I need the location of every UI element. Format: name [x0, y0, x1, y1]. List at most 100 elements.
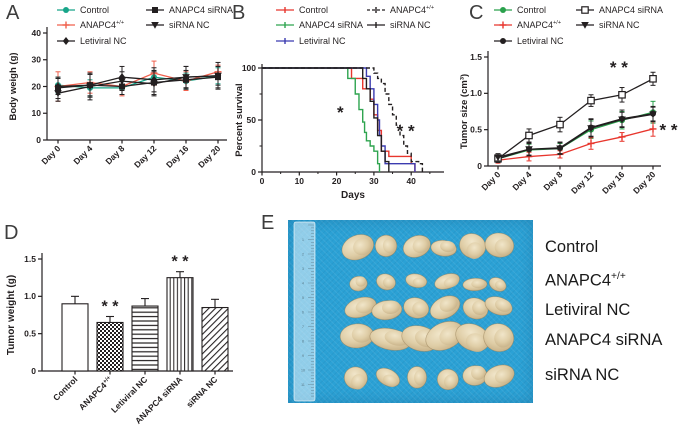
tumor	[344, 296, 377, 319]
svg-text:Day 20: Day 20	[196, 143, 223, 170]
svg-text:30: 30	[32, 55, 42, 65]
tumor	[429, 295, 461, 320]
group-label-control: Control	[545, 238, 599, 256]
ruler: 1 2 3 4 5 6 7 8 9 10 11	[293, 221, 316, 402]
panel-d: D 0 0.5 1.0 1.5 Tumor weight (g) Control ANAPC…	[0, 210, 255, 428]
svg-text:0: 0	[477, 161, 482, 171]
series-control	[495, 100, 656, 163]
svg-text:* *: * *	[397, 122, 415, 141]
tumor-row-anapc4-sirna	[339, 321, 515, 352]
survival-curve-anapc4-sirna	[262, 67, 381, 172]
tumor	[375, 367, 400, 388]
group-label-sirna-nc: siRNA NC	[545, 366, 620, 384]
svg-text:Day 4: Day 4	[71, 143, 94, 166]
bar-control	[61, 295, 89, 372]
bar-anapc4-	[96, 315, 124, 372]
group-label-letiviral-nc: Letiviral NC	[545, 301, 631, 319]
svg-text:40: 40	[406, 176, 416, 186]
svg-text:Tumor size (cm³): Tumor size (cm³)	[459, 74, 470, 149]
survival-curve-sirna-nc	[262, 67, 390, 172]
tumor	[371, 300, 403, 321]
svg-text:Day 12: Day 12	[132, 143, 159, 170]
tumor-row-anapc4-	[349, 273, 507, 292]
svg-text:30: 30	[369, 176, 379, 186]
svg-text:Day 16: Day 16	[164, 143, 191, 170]
tumor-group-labels: Control ANAPC4+/+ Letiviral NC ANAPC4 siRNA…	[545, 210, 689, 428]
svg-text:0: 0	[260, 176, 265, 186]
panel-d-letter: D	[4, 222, 19, 244]
svg-text:Day 8: Day 8	[103, 143, 126, 166]
svg-text:Control: Control	[51, 374, 79, 402]
svg-text:siRNA NC: siRNA NC	[184, 374, 219, 409]
tumor	[374, 234, 398, 257]
svg-text:1.0: 1.0	[24, 291, 36, 301]
svg-text:10: 10	[295, 176, 305, 186]
svg-text:* *: * *	[172, 254, 190, 271]
svg-text:11: 11	[301, 383, 305, 387]
svg-text:7: 7	[302, 325, 304, 329]
bar-letiviral-nc	[131, 298, 159, 372]
panel-b: B Control ANAPC4 siRNA Letiviral NC ANAPC4+…	[230, 0, 460, 210]
tumor	[407, 366, 427, 389]
svg-text:Day 16: Day 16	[600, 169, 627, 196]
tumor	[462, 277, 488, 292]
tumor-row-sirna-nc	[343, 364, 515, 391]
tumor	[488, 277, 507, 292]
tumor	[462, 365, 488, 386]
svg-text:20: 20	[332, 176, 342, 186]
group-label-anapc4-: ANAPC4+/+	[545, 271, 626, 290]
svg-text:Day 12: Day 12	[569, 169, 596, 196]
svg-text:* *: * *	[610, 58, 628, 77]
svg-text:Percent survival: Percent survival	[234, 83, 245, 156]
tumor-photo-svg: 1 2 3 4 5 6 7 8 9 10 11	[293, 221, 515, 402]
tumor-row-control	[341, 232, 515, 261]
tumor-size-chart: 0 0.5 1.0 1.5 Tumor size (cm³) Day 0 Day 4 Day …	[459, 51, 678, 196]
svg-text:0: 0	[251, 167, 256, 177]
svg-text:Day 4: Day 4	[510, 169, 533, 192]
body-weight-chart: 0 10 20 30 40 Body weigh (g) Day 0 Day 4 Day 8 Da…	[8, 27, 227, 170]
svg-text:Body weigh (g): Body weigh (g)	[8, 52, 19, 120]
tumor	[484, 296, 513, 316]
panel-b-letter: B	[232, 2, 246, 24]
bar-anapc4-sirna	[166, 271, 194, 372]
svg-text:8: 8	[302, 339, 304, 343]
tumor	[483, 364, 515, 388]
tumor	[341, 234, 374, 261]
svg-text:100: 100	[242, 63, 256, 73]
svg-text:Day 0: Day 0	[479, 169, 502, 192]
svg-text:* *: * *	[102, 298, 120, 315]
tumor	[376, 273, 396, 291]
tumor	[459, 233, 487, 259]
series-control	[55, 67, 221, 97]
survival-curve-anapc4-	[262, 67, 424, 172]
svg-text:0: 0	[36, 135, 41, 145]
series-anapc4-	[494, 121, 657, 164]
panel-e-letter: E	[261, 212, 275, 234]
svg-text:Tumor weight (g): Tumor weight (g)	[6, 275, 17, 355]
panel-a-letter: A	[6, 2, 20, 24]
tumor	[436, 368, 459, 391]
survival-chart: 0 50 100 0 10 20 30 40 Percent survival Days * * *	[234, 63, 444, 201]
svg-text:3: 3	[302, 267, 304, 271]
svg-text:1: 1	[302, 238, 304, 242]
svg-text:6: 6	[302, 310, 304, 314]
tumor-photo: 1 2 3 4 5 6 7 8 9 10 11	[288, 220, 533, 403]
tumor	[349, 275, 368, 292]
svg-text:* *: * *	[660, 120, 678, 139]
tumor	[343, 366, 368, 390]
svg-text:Days: Days	[341, 190, 365, 201]
series-sirna-nc	[494, 106, 657, 162]
svg-text:20: 20	[32, 81, 42, 91]
panel-e: E 1 2 3 4 5 6 7 8 9 10 11 Control ANAPC4+/+ Letivira…	[255, 210, 689, 428]
svg-text:10: 10	[301, 368, 305, 372]
svg-text:Day 20: Day 20	[631, 169, 658, 196]
svg-text:5: 5	[302, 296, 304, 300]
svg-text:1.0: 1.0	[470, 88, 482, 98]
svg-text:4: 4	[302, 281, 304, 285]
svg-text:0.5: 0.5	[470, 124, 482, 134]
bar-sirna-nc	[201, 298, 229, 372]
tumor	[402, 235, 431, 258]
tumor	[405, 273, 428, 288]
tumor	[434, 273, 460, 290]
